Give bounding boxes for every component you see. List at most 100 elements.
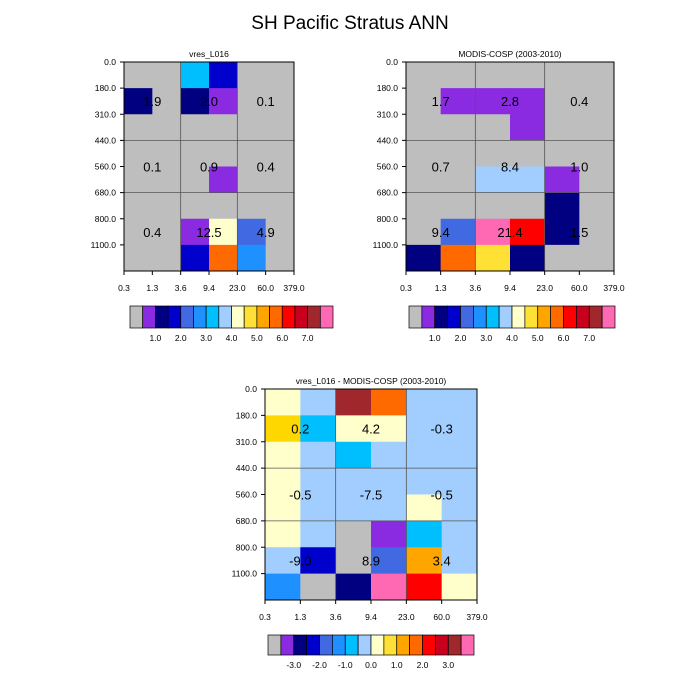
x-tick-label: 3.6	[330, 612, 342, 622]
y-tick-label: 800.0	[236, 542, 258, 552]
region-value-label: 1.0	[570, 160, 588, 175]
heatmap-cell	[406, 114, 442, 141]
region-value-label: 3.4	[433, 553, 451, 568]
colorbar-label: 4.0	[506, 333, 518, 343]
colorbar-swatch	[576, 305, 590, 329]
y-tick-label: 440.0	[236, 463, 258, 473]
colorbar-label: 1.0	[391, 660, 403, 670]
heatmap-cell	[237, 140, 267, 167]
colorbar-swatch	[550, 305, 564, 329]
colorbar-1: 1.0 2.0 3.0 4.0 5.0 6.0 7.0	[129, 305, 334, 343]
y-tick-label: 680.0	[236, 516, 258, 526]
y-tick-label: 1100.0	[232, 569, 258, 579]
heatmap-cell	[406, 166, 442, 194]
heatmap-cell	[510, 140, 546, 167]
heatmap-cell	[579, 192, 615, 220]
heatmap-cell	[124, 114, 153, 141]
heatmap-cell	[180, 88, 210, 115]
heatmap-cell	[406, 494, 443, 522]
heatmap-cell	[300, 573, 337, 601]
heatmap-cell	[265, 441, 301, 469]
y-tick-label: 560.0	[236, 490, 258, 500]
colorbar-swatch	[332, 634, 346, 656]
colorbar-swatch	[256, 305, 270, 329]
heatmap-cell	[544, 114, 580, 141]
heatmap-cell	[335, 415, 372, 443]
region-value-label: 1.7	[432, 94, 450, 109]
region-value-label: 1.5	[570, 225, 588, 240]
x-tick-label: 9.4	[504, 283, 516, 293]
region-value-label: -9.0	[289, 553, 311, 568]
heatmap-cell	[237, 114, 267, 141]
heatmap-cell	[475, 244, 511, 272]
heatmap-cell	[124, 192, 153, 220]
x-tick-label: 1.3	[146, 283, 158, 293]
colorbar-label: 5.0	[251, 333, 263, 343]
heatmap-cell	[152, 244, 182, 272]
colorbar-label: 6.0	[558, 333, 570, 343]
heatmap-cell	[371, 389, 407, 416]
heatmap-cell	[335, 494, 372, 522]
colorbar-swatch	[344, 634, 359, 656]
colorbar-label: 7.0	[583, 333, 595, 343]
heatmap-cell	[406, 573, 443, 601]
region-value-label: -7.5	[360, 488, 382, 503]
heatmap-cell	[300, 547, 337, 575]
y-tick-label: 1100.0	[373, 240, 399, 250]
heatmap-cell	[300, 468, 337, 495]
heatmap-cell	[510, 88, 546, 115]
heatmap-cell	[406, 140, 442, 167]
heatmap-cell	[237, 166, 267, 194]
colorbar-swatch	[205, 305, 220, 329]
colorbar-swatch	[485, 305, 500, 329]
heatmap-cell	[510, 114, 546, 141]
heatmap-cell	[406, 547, 443, 575]
y-tick-label: 440.0	[377, 135, 399, 145]
colorbar-label: 2.0	[175, 333, 187, 343]
heatmap-cell	[544, 88, 580, 115]
heatmap-cell	[180, 62, 210, 89]
heatmap-panel-2: MODIS-COSP (2003-2010) 1.7 2.8 0.4 0.7 8.4 1.0…	[373, 49, 625, 293]
colorbar-swatch	[447, 305, 461, 329]
heatmap-cell	[475, 88, 511, 115]
colorbar-swatch	[142, 305, 156, 329]
y-tick-label: 180.0	[95, 83, 117, 93]
colorbar-swatch	[396, 634, 410, 656]
region-value-label: 0.4	[570, 94, 588, 109]
heatmap-cell	[440, 166, 476, 194]
heatmap-cell	[265, 389, 301, 416]
heatmap-cell	[406, 218, 442, 246]
heatmap-cell	[152, 62, 182, 89]
region-value-label: 0.9	[200, 160, 218, 175]
x-tick-label: 23.0	[229, 283, 246, 293]
colorbar-swatch	[231, 305, 245, 329]
heatmap-cell	[475, 192, 511, 220]
heatmap-cell	[371, 547, 407, 575]
x-tick-label: 3.6	[175, 283, 187, 293]
region-value-label: 0.1	[143, 160, 161, 175]
colorbar-swatch	[307, 305, 321, 329]
heatmap-cell	[265, 114, 295, 141]
colorbar-swatch	[319, 634, 333, 656]
colorbar-swatch	[319, 305, 334, 329]
colorbar-swatch	[357, 634, 372, 656]
heatmap-cell	[300, 494, 337, 522]
heatmap-cell	[475, 114, 511, 141]
region-value-label: 4.2	[362, 422, 380, 437]
heatmap-cell	[579, 114, 615, 141]
colorbar-label: -1.0	[338, 660, 353, 670]
heatmap-cell	[371, 468, 407, 495]
heatmap-cell	[335, 547, 372, 575]
heatmap-cell	[152, 114, 182, 141]
region-value-label: 12.5	[196, 225, 221, 240]
heatmap-cell	[265, 573, 301, 601]
region-value-label: 2.0	[200, 94, 218, 109]
heatmap-cell	[510, 244, 546, 272]
colorbar-label: 0.0	[365, 660, 377, 670]
heatmap-cell	[440, 88, 476, 115]
x-tick-label: 60.0	[257, 283, 274, 293]
heatmap-cell	[371, 441, 407, 469]
region-value-label: 4.9	[257, 225, 275, 240]
colorbar-swatch	[408, 305, 423, 329]
heatmap-cell	[440, 140, 476, 167]
